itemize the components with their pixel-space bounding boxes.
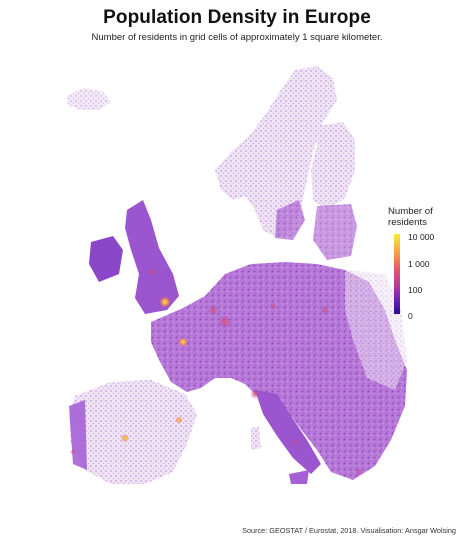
barcelona-hotspot: [175, 416, 183, 424]
milan-hotspot: [250, 389, 260, 399]
sicily-region: [289, 470, 309, 484]
map-title: Population Density in Europe: [103, 7, 371, 28]
iberia-region: [69, 380, 197, 484]
legend-color-bar: [394, 234, 400, 314]
paris-hotspot: [178, 337, 188, 347]
randstad-hotspot: [208, 305, 218, 315]
legend-label-0: 0: [408, 311, 413, 321]
sweden-south: [275, 200, 305, 240]
legend-title-line1: Number of: [388, 206, 433, 217]
map-subtitle: Number of residents in grid cells of app…: [91, 32, 383, 43]
legend-label-10000: 10 000: [408, 232, 435, 242]
finland-region: [311, 122, 355, 210]
italy-region: [255, 390, 321, 474]
baltic-region: [313, 204, 357, 260]
britain-region: [125, 200, 179, 314]
source-caption: Source: GEOSTAT / Eurostat, 2018. Visual…: [242, 526, 456, 535]
legend-label-1000: 1 000: [408, 259, 430, 269]
iceland-region: [67, 88, 111, 110]
berlin-hotspot: [269, 302, 277, 310]
sardinia-region: [251, 426, 261, 450]
warsaw-hotspot: [321, 306, 329, 314]
eastern-region: [345, 270, 407, 390]
scandinavia-region: [215, 66, 337, 238]
london-hotspot: [159, 296, 171, 308]
lisbon-hotspot: [70, 449, 76, 455]
ruhr-hotspot: [218, 315, 232, 329]
europe-density-map: [67, 66, 407, 484]
manchester-hotspot: [149, 268, 157, 276]
ireland-region: [89, 236, 123, 282]
madrid-hotspot: [121, 434, 129, 442]
legend-title-line2: residents: [388, 217, 427, 228]
naples-hotspot: [291, 438, 299, 446]
athens-hotspot: [355, 468, 363, 476]
legend-label-100: 100: [408, 285, 423, 295]
color-legend: Number of residents 10 000 1 000 100 0: [388, 206, 458, 321]
portugal-region: [69, 400, 87, 470]
continental-region: [151, 262, 407, 480]
